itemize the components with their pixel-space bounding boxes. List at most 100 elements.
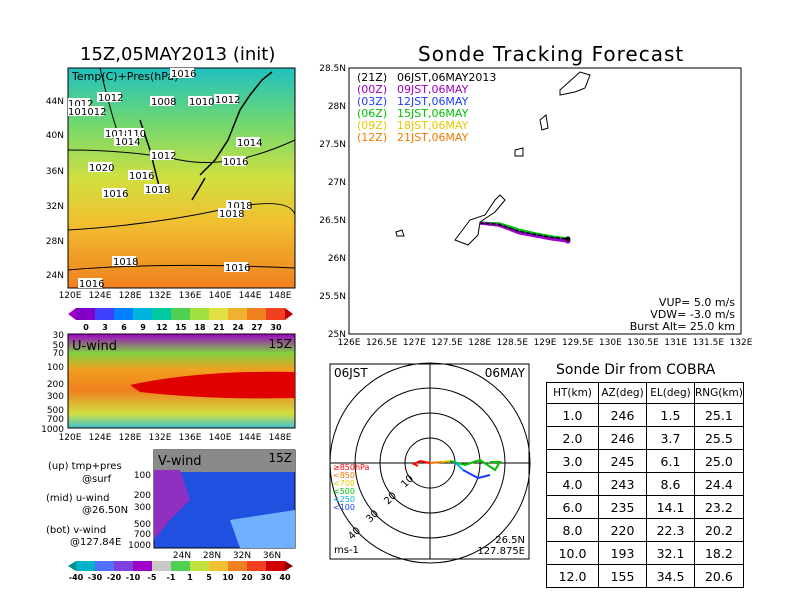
pressure-label: 1016 (171, 69, 196, 80)
table-header: HT(km) AZ(deg) EL(deg) RNG(km) (546, 382, 744, 404)
track-lat-label: 25.5N (319, 292, 346, 302)
cell: 245 (598, 449, 647, 473)
pressure-label: 1018 (105, 129, 130, 140)
track-lon-label: 130E (599, 338, 622, 348)
vdw-text: VDW= -3.0 m/s (650, 308, 735, 321)
temp-colorbar-labels: 0 3 6 9 12 15 18 21 24 27 30 (83, 323, 282, 332)
pressure-label: 1010 (189, 97, 214, 108)
track-lat-label: 27N (328, 178, 346, 188)
cell: 193 (598, 541, 647, 565)
colorbar-label: 9 (140, 323, 146, 332)
launch-entry: (09Z) (357, 119, 387, 132)
colorbar-label: 5 (206, 573, 212, 582)
uwind-lon-labels: 120E 124E 128E 132E 136E 140E 144E 148E (59, 433, 292, 443)
pressure-label: 1014 (237, 138, 262, 149)
cell: 1.5 (646, 403, 695, 427)
launch-entry: 09JST,06MAY (397, 83, 469, 96)
track-lat-label: 26N (328, 254, 346, 264)
level-legend-item: <250 (333, 495, 355, 504)
vwind-lat-labels: 24N 28N 32N 36N (173, 551, 281, 561)
vwind-missing (154, 450, 295, 472)
cell: 3.0 (546, 449, 599, 473)
cell: 25.5 (694, 426, 744, 450)
cell: 24.4 (694, 472, 744, 496)
track-lat-labels: 28.5N 28N 27.5N 27N 26.5N 26N 25.5N 25N (319, 64, 346, 340)
cell: 12.0 (546, 564, 599, 588)
map-lat-label: 36N (46, 167, 64, 177)
vwind-title: V-wind (158, 454, 202, 469)
colorbar-label: 18 (194, 323, 206, 332)
uwind-lon-label: 148E (269, 433, 292, 443)
table-row: 12.0 155 34.5 20.6 (546, 564, 744, 588)
burst-text: Burst Alt= 25.0 km (630, 320, 735, 333)
map-lat-label: 28N (46, 237, 64, 247)
column-header: RNG(km) (694, 382, 744, 404)
level-legend-item: <100 (333, 503, 355, 512)
track-lon-label: 126E (338, 338, 361, 348)
pressure-label: 1016 (103, 189, 128, 200)
level-label: 300 (134, 503, 151, 513)
uwind-lon-label: 120E (59, 433, 82, 443)
uwind-lon-label: 124E (89, 433, 112, 443)
uwind-lon-label: 136E (179, 433, 202, 443)
level-label: 500 (47, 406, 64, 416)
track-lon-label: 129E (534, 338, 557, 348)
track-lat-label: 28N (328, 102, 346, 112)
pressure-labels: 1016 1012 1012 1008 1010 1012 1010 1012 … (68, 68, 262, 290)
colorbar-label: 27 (251, 323, 262, 332)
hodo-orange (429, 461, 443, 464)
uwind-jet-core (130, 371, 295, 399)
hodo-cyan (454, 461, 464, 471)
pressure-label: 1016 (223, 157, 248, 168)
track-lon-label: 130.5E (627, 338, 659, 348)
map-title: 15Z,05MAY2013 (init) (80, 44, 276, 65)
launch-entry: 21JST,06MAY (397, 131, 469, 144)
colorbar-label: -5 (148, 573, 157, 582)
polar-time: 06JST (334, 366, 368, 380)
map-label: Temp(C)+Pres(hPa) (71, 70, 178, 83)
level-legend-item: <500 (333, 487, 355, 496)
colorbar-label: 12 (156, 323, 167, 332)
hodo-red (411, 459, 431, 467)
colorbar-label: 30 (270, 323, 282, 332)
uwind-title: U-wind (72, 339, 117, 354)
cell: 246 (598, 403, 647, 427)
cell: 3.7 (646, 426, 695, 450)
colorbar-label: -10 (126, 573, 141, 582)
column-header: AZ(deg) (598, 382, 647, 404)
column-header: EL(deg) (646, 382, 695, 404)
map-lon-label: 144E (239, 291, 262, 301)
map-lon-labels: 120E 124E 128E 132E 136E 140E 144E 148E (59, 291, 292, 301)
temp-colorbar (68, 308, 293, 320)
track-lat-label: 27.5N (319, 140, 346, 150)
pressure-label: 1018 (113, 257, 138, 268)
track-lon-label: 126.5E (366, 338, 398, 348)
pressure-label: 1012 (98, 93, 123, 104)
legend-line: (bot) v-wind (46, 525, 106, 536)
cell: 243 (598, 472, 647, 496)
track-lon-label: 132E (730, 338, 753, 348)
track-lat-label: 25N (328, 330, 346, 340)
table-row: 8.0 220 22.3 20.2 (546, 518, 744, 542)
table-row: 3.0 245 6.1 25.0 (546, 449, 744, 473)
colorbar-label: 40 (279, 573, 291, 582)
colorbar-label: 30 (260, 573, 272, 582)
cell: 155 (598, 564, 647, 588)
table-row: 1.0 246 1.5 25.1 (546, 403, 744, 427)
polar-date: 06MAY (485, 366, 526, 380)
level-label: 1000 (128, 541, 151, 551)
cell: 8.0 (546, 518, 599, 542)
pressure-label: 1016 (79, 279, 104, 290)
isobar-lines (67, 67, 296, 271)
level-legend-item: <700 (333, 479, 355, 488)
vup-text: VUP= 5.0 m/s (659, 296, 735, 309)
level-legend-item: ≥850hPa (333, 463, 370, 472)
vwind-lat-label: 32N (233, 551, 251, 561)
level-label: 300 (47, 392, 64, 402)
cell: 25.0 (694, 449, 744, 473)
vwind-time: 15Z (269, 451, 293, 465)
launch-entry: (03Z) (357, 95, 387, 108)
map-lat-label: 40N (46, 131, 64, 141)
colorbar-label: 10 (222, 573, 234, 582)
